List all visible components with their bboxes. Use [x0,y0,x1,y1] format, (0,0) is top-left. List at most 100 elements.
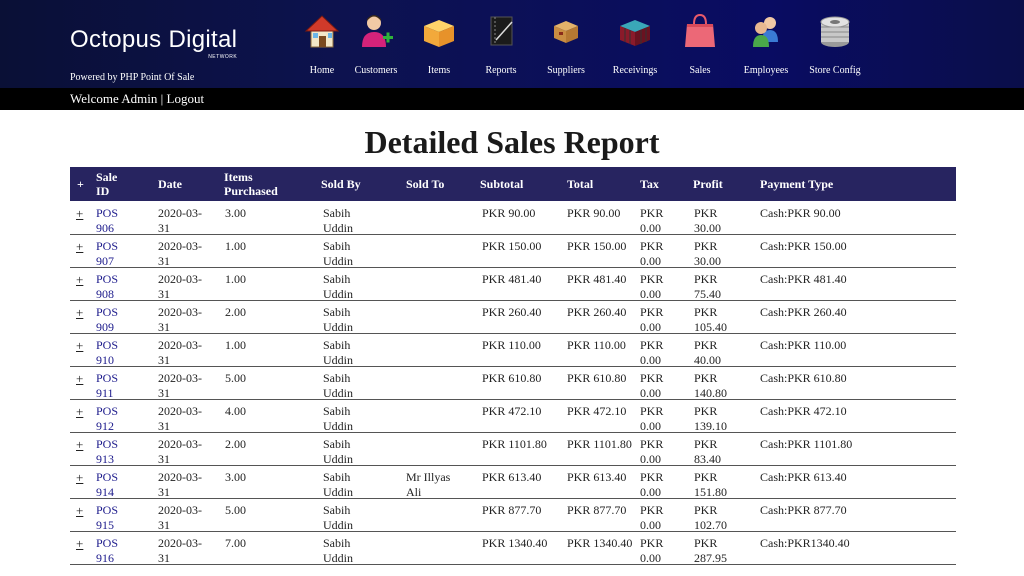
welcome-bar: Welcome Admin | Logout [0,88,1024,110]
cell-subtotal: PKR 877.70 [482,503,542,517]
cell-payment-type: Cash:PKR 472.10 [760,404,847,418]
cell-items-purchased: 5.00 [225,503,246,517]
table-row: + POS 908 2020-03-31 1.00 Sabih Uddin PKR 481… [70,268,956,301]
cell-total: PKR 472.10 [567,404,627,418]
table-row: + POS 911 2020-03-31 5.00 Sabih Uddin PKR 610… [70,367,956,400]
cell-items-purchased: 4.00 [225,404,246,418]
cell-tax: PKR 0.00 [640,239,664,268]
cell-items-purchased: 5.00 [225,371,246,385]
cell-date: 2020-03-31 [158,404,202,433]
cell-tax: PKR 0.00 [640,206,664,235]
expand-row-button[interactable]: + [76,239,84,254]
sales-icon [685,13,715,47]
cell-sold-by: Sabih Uddin [323,338,353,367]
reports-icon [490,16,513,46]
cell-total: PKR 1101.80 [567,437,632,451]
nav-label: Suppliers [547,65,585,76]
cell-payment-type: Cash:PKR 90.00 [760,206,841,220]
nav-items[interactable]: Items [411,0,467,88]
expand-row-button[interactable]: + [76,404,84,419]
expand-row-button[interactable]: + [76,503,84,518]
table-row: + POS 909 2020-03-31 2.00 Sabih Uddin PKR 260… [70,301,956,334]
cell-total: PKR 481.40 [567,272,627,286]
cell-tax: PKR 0.00 [640,437,664,466]
header-profit[interactable]: Profit [693,177,723,191]
cell-sale-id[interactable]: POS 909 [96,305,119,334]
cell-sold-by: Sabih Uddin [323,305,353,334]
cell-sale-id[interactable]: POS 907 [96,239,119,268]
nav-label: Sales [689,65,711,76]
header-date[interactable]: Date [158,177,182,191]
cell-payment-type: Cash:PKR 610.80 [760,371,847,385]
cell-profit: PKR 287.95 [694,536,727,565]
header-sold-by[interactable]: Sold By [321,177,361,191]
cell-sale-id[interactable]: POS 912 [96,404,119,433]
nav-employees[interactable]: Employees [735,0,797,88]
cell-total: PKR 610.80 [567,371,627,385]
expand-row-button[interactable]: + [76,272,84,287]
expand-row-button[interactable]: + [76,371,84,386]
cell-sale-id[interactable]: POS 914 [96,470,119,499]
nav-customers[interactable]: Customers [348,0,404,88]
header-subtotal[interactable]: Subtotal [480,177,524,191]
cell-total: PKR 1340.40 [567,536,633,550]
nav-reports[interactable]: Reports [473,0,529,88]
cell-sale-id[interactable]: POS 910 [96,338,119,367]
cell-tax: PKR 0.00 [640,404,664,433]
header-total[interactable]: Total [567,177,594,191]
expand-row-button[interactable]: + [76,470,84,485]
cell-sale-id[interactable]: POS 913 [96,437,119,466]
table-row: + POS 913 2020-03-31 2.00 Sabih Uddin PKR 110… [70,433,956,466]
cell-date: 2020-03-31 [158,371,202,400]
expand-row-button[interactable]: + [76,437,84,452]
nav-label: Items [427,65,451,76]
cell-date: 2020-03-31 [158,503,202,532]
brand-logo[interactable]: Octopus Digital NETWORK [70,26,237,60]
header-sold-to[interactable]: Sold To [406,177,445,191]
logout-link[interactable]: Logout [166,91,205,106]
header-payment-type[interactable]: Payment Type [760,177,834,191]
header-items-purchased[interactable]: Items Purchased [224,170,278,198]
brand-network: NETWORK [208,54,238,60]
cell-items-purchased: 1.00 [225,338,246,352]
cell-date: 2020-03-31 [158,272,202,301]
expand-row-button[interactable]: + [76,338,84,353]
cell-items-purchased: 2.00 [225,437,246,451]
cell-sale-id[interactable]: POS 906 [96,206,119,235]
cell-sold-by: Sabih Uddin [323,437,353,466]
nav-store-config[interactable]: Store Config [803,0,867,88]
cell-sale-id[interactable]: POS 911 [96,371,119,400]
cell-items-purchased: 1.00 [225,239,246,253]
cell-subtotal: PKR 1340.40 [482,536,548,550]
cell-sale-id[interactable]: POS 916 [96,536,119,565]
nav-suppliers[interactable]: Suppliers [537,0,595,88]
cell-date: 2020-03-31 [158,239,202,268]
expand-row-button[interactable]: + [76,206,84,221]
expand-row-button[interactable]: + [76,305,84,320]
cell-sale-id[interactable]: POS 915 [96,503,119,532]
cell-sold-by: Sabih Uddin [323,206,353,235]
expand-row-button[interactable]: + [76,536,84,551]
cell-date: 2020-03-31 [158,470,202,499]
table-row: + POS 916 2020-03-31 7.00 Sabih Uddin PKR 134… [70,532,956,565]
cell-payment-type: Cash:PKR 613.40 [760,470,847,484]
cell-tax: PKR 0.00 [640,338,664,367]
welcome-message: Welcome Admin | [70,91,167,106]
cell-items-purchased: 1.00 [225,272,246,286]
header-expand[interactable]: + [77,177,84,191]
table-row: + POS 914 2020-03-31 3.00 Sabih Uddin Mr Illy… [70,466,956,499]
cell-date: 2020-03-31 [158,437,202,466]
nav-home[interactable]: Home [298,0,346,88]
nav-label: Receivings [612,65,658,76]
store-config-icon [820,16,850,47]
cell-date: 2020-03-31 [158,338,202,367]
header-tax[interactable]: Tax [640,177,659,191]
nav-receivings[interactable]: Receivings [605,0,665,88]
cell-profit: PKR 151.80 [694,470,727,499]
home-icon [304,15,340,48]
header-sale-id[interactable]: Sale ID [96,170,118,198]
cell-sale-id[interactable]: POS 908 [96,272,119,301]
nav-sales[interactable]: Sales [675,0,725,88]
cell-subtotal: PKR 610.80 [482,371,542,385]
cell-payment-type: Cash:PKR1340.40 [760,536,850,550]
